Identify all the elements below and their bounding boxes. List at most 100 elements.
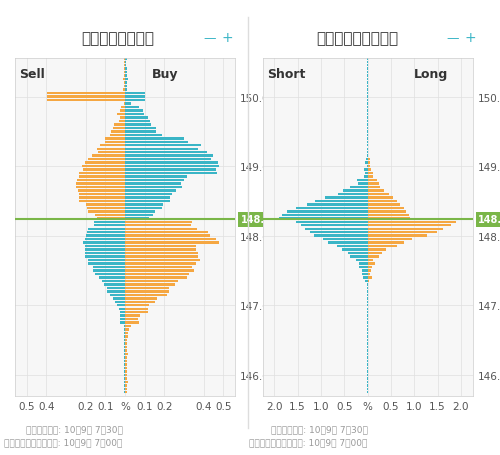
Bar bbox=[125, 384, 126, 387]
Bar bbox=[88, 263, 125, 265]
Bar bbox=[362, 273, 368, 276]
Bar bbox=[125, 214, 153, 217]
Bar bbox=[125, 113, 144, 116]
Bar bbox=[356, 259, 368, 262]
Bar bbox=[368, 280, 369, 283]
Bar bbox=[368, 169, 371, 172]
Bar bbox=[124, 82, 125, 85]
Bar bbox=[110, 294, 125, 296]
Bar bbox=[125, 381, 128, 383]
Bar bbox=[368, 190, 384, 192]
Bar bbox=[105, 141, 125, 144]
Bar bbox=[125, 166, 220, 168]
Bar bbox=[76, 183, 125, 185]
Bar bbox=[113, 127, 125, 130]
Bar bbox=[47, 100, 125, 102]
Bar bbox=[125, 343, 126, 345]
Bar bbox=[368, 245, 398, 248]
Bar bbox=[358, 183, 368, 185]
Bar bbox=[125, 238, 216, 241]
Bar bbox=[125, 169, 216, 172]
Text: +: + bbox=[222, 31, 234, 45]
Bar bbox=[366, 280, 368, 283]
Bar bbox=[124, 68, 125, 71]
Bar bbox=[368, 225, 450, 227]
Bar bbox=[125, 356, 127, 359]
Bar bbox=[124, 388, 125, 390]
Bar bbox=[123, 89, 125, 91]
Bar bbox=[125, 141, 188, 144]
Bar bbox=[125, 263, 196, 265]
Bar bbox=[124, 367, 125, 369]
Bar bbox=[368, 187, 380, 189]
Bar bbox=[106, 287, 125, 289]
Bar bbox=[125, 242, 220, 244]
Bar bbox=[125, 117, 148, 119]
Bar bbox=[125, 61, 126, 64]
Bar bbox=[125, 298, 156, 300]
Bar bbox=[338, 193, 368, 196]
Bar bbox=[83, 169, 125, 172]
Bar bbox=[366, 166, 368, 168]
Bar bbox=[125, 311, 148, 314]
Bar bbox=[368, 235, 428, 238]
Bar bbox=[368, 232, 436, 234]
Bar bbox=[125, 138, 184, 140]
Bar bbox=[125, 200, 170, 202]
Bar bbox=[95, 273, 125, 276]
Text: オープンポジション: オープンポジション bbox=[316, 31, 398, 46]
Bar bbox=[88, 159, 125, 161]
Bar bbox=[97, 217, 125, 220]
Bar bbox=[80, 193, 125, 196]
Bar bbox=[92, 266, 125, 268]
Bar bbox=[125, 315, 140, 317]
Text: 最新更新時刻: 10月9日 7時30分
スナップショット時刻: 10月9日 7時00分: 最新更新時刻: 10月9日 7時30分 スナップショット時刻: 10月9日 7時… bbox=[249, 424, 368, 446]
Text: 148.234: 148.234 bbox=[240, 215, 285, 225]
Bar bbox=[280, 217, 368, 220]
Bar bbox=[124, 75, 125, 78]
Bar bbox=[368, 166, 370, 168]
Bar bbox=[125, 388, 127, 390]
Bar bbox=[125, 155, 213, 157]
Bar bbox=[88, 211, 125, 213]
Bar bbox=[115, 301, 125, 303]
Bar bbox=[125, 294, 166, 296]
Bar bbox=[125, 207, 162, 210]
Bar bbox=[125, 179, 184, 182]
Bar bbox=[368, 242, 404, 244]
Bar bbox=[112, 131, 125, 133]
Bar bbox=[125, 322, 139, 324]
Bar bbox=[282, 214, 368, 217]
Bar bbox=[368, 277, 372, 279]
Bar bbox=[47, 96, 125, 99]
Bar bbox=[124, 384, 125, 387]
Bar bbox=[125, 290, 169, 293]
Bar bbox=[125, 325, 131, 328]
Bar bbox=[124, 72, 125, 74]
Bar bbox=[296, 221, 368, 223]
Bar bbox=[368, 263, 374, 265]
Bar bbox=[125, 86, 128, 88]
Bar bbox=[82, 242, 125, 244]
Bar bbox=[125, 124, 150, 126]
Bar bbox=[124, 79, 125, 81]
Bar bbox=[120, 308, 125, 310]
Bar bbox=[94, 221, 125, 223]
Bar bbox=[106, 138, 125, 140]
Bar bbox=[125, 336, 128, 338]
Bar bbox=[124, 329, 125, 331]
Bar bbox=[125, 72, 127, 74]
Bar bbox=[110, 134, 125, 137]
Bar bbox=[359, 266, 368, 268]
Bar bbox=[124, 325, 125, 328]
Bar bbox=[125, 280, 178, 283]
Bar bbox=[88, 207, 125, 210]
Bar bbox=[368, 273, 370, 276]
Bar bbox=[357, 179, 368, 182]
Bar bbox=[326, 197, 368, 199]
Bar bbox=[368, 193, 389, 196]
Bar bbox=[316, 200, 368, 202]
Bar bbox=[125, 339, 127, 342]
Bar bbox=[368, 159, 370, 161]
Bar bbox=[125, 193, 172, 196]
